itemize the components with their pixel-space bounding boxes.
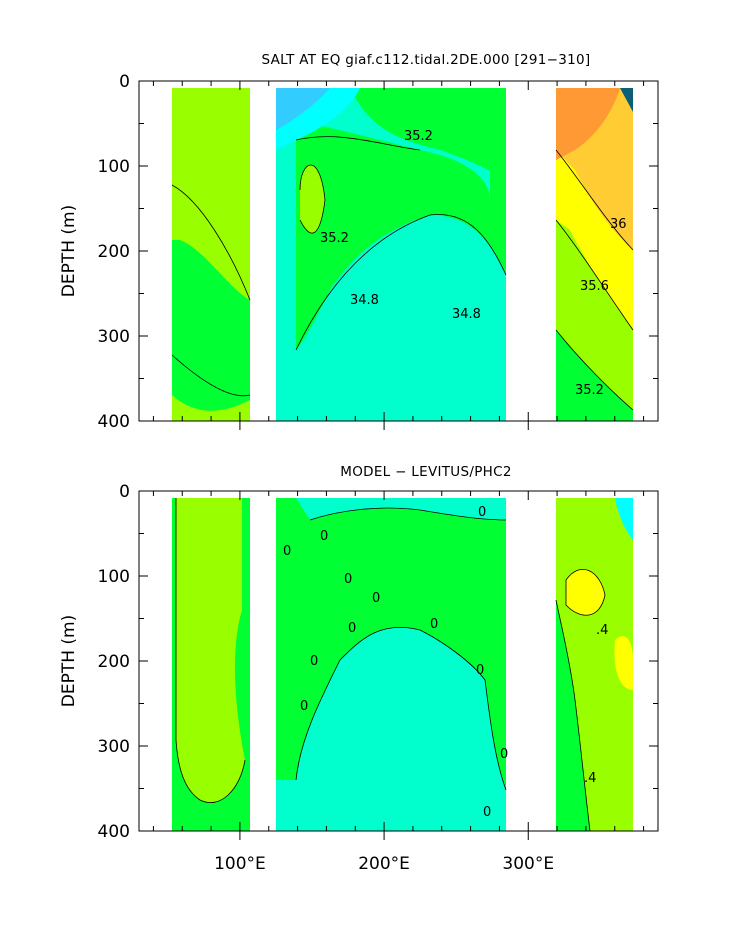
top-region-pacific-lime: [300, 165, 325, 234]
top-region-atlantic-dark: [620, 88, 633, 112]
top-contours: [171, 136, 634, 411]
top-land-masks: [250, 84, 556, 424]
bottom-contour-label: 0: [478, 505, 486, 520]
bottom-region-pacific-turq-upper: [296, 498, 506, 520]
top-contour-label: 34.8: [350, 293, 379, 308]
bottom-region-atlantic-cyan: [615, 498, 633, 540]
top-region-pacific-cyan-deep: [276, 88, 330, 130]
bottom-region-atlantic-yellow-east: [614, 636, 633, 690]
top-contour-label: 35.2: [320, 231, 349, 246]
top-region-pacific-green-high: [350, 88, 506, 180]
bottom-y-tick-label: 100: [98, 567, 130, 587]
top-y-tick-label: 400: [98, 412, 130, 432]
bottom-contour-label: 0: [348, 621, 356, 636]
bottom-fill-regions: [172, 498, 633, 831]
top-y-tick-label: 200: [98, 242, 130, 262]
bottom-x-tick-label: 200°E: [358, 854, 410, 874]
top-land-indonesia: [250, 84, 276, 424]
bottom-contour-label: 0: [320, 529, 328, 544]
bottom-contour-label: 0: [283, 544, 291, 559]
bottom-region-atlantic-yellow: [566, 569, 605, 616]
top-panel: 35.2 35.2 34.8 34.8 36 35.6 35.2 SALT AT…: [59, 52, 659, 432]
top-contour-label: 35.2: [575, 383, 604, 398]
top-fill-regions: [172, 88, 633, 421]
bottom-x-tick-label: 100°E: [214, 854, 266, 874]
top-chart-title: SALT AT EQ giaf.c112.tidal.2DE.000 [291−…: [262, 52, 591, 68]
bottom-contour-label: 0: [476, 663, 484, 678]
top-contour-label: 35.6: [580, 279, 609, 294]
top-contour-label: 35.2: [404, 129, 433, 144]
bottom-region-indian-lime: [176, 498, 245, 803]
top-contour-label: 36: [610, 217, 627, 232]
top-land-americas: [506, 84, 556, 424]
top-region-indian-lime: [172, 88, 250, 300]
bottom-x-ticks: 100°E 200°E 300°E: [152, 491, 645, 874]
bottom-y-tick-label: 400: [98, 822, 130, 842]
bottom-contours: [175, 498, 606, 832]
bottom-land-indonesia: [250, 494, 276, 834]
bottom-contour-label: 0: [430, 617, 438, 632]
bottom-contour-labels: 0 0 0 0 0 0 0 0 0 0 0 0 .4 .4: [283, 505, 608, 820]
bottom-y-axis-label: DEPTH (m): [59, 615, 79, 707]
bottom-land-americas: [506, 494, 556, 834]
bottom-contour-label: 0: [300, 699, 308, 714]
bottom-contour-label: 0: [372, 591, 380, 606]
bottom-contour-label: 0: [310, 654, 318, 669]
top-contour-label: 34.8: [452, 307, 481, 322]
bottom-contour-label: .4: [584, 771, 596, 786]
bottom-contour-label: 0: [344, 572, 352, 587]
bottom-y-tick-label: 300: [98, 737, 130, 757]
top-y-axis-label: DEPTH (m): [59, 205, 79, 297]
bottom-panel: 0 0 0 0 0 0 0 0 0 0 0 0 .4 .4 MODEL − LE…: [59, 464, 659, 874]
bottom-contour-label: .4: [596, 623, 608, 638]
top-y-tick-label: 300: [98, 327, 130, 347]
bottom-y-tick-label: 0: [119, 482, 130, 502]
top-region-indian-lime-low: [172, 395, 250, 421]
bottom-y-tick-label: 200: [98, 652, 130, 672]
bottom-chart-title: MODEL − LEVITUS/PHC2: [340, 464, 511, 480]
top-region-pacific-green: [296, 88, 506, 350]
bottom-land-masks: [250, 494, 556, 834]
top-y-tick-label: 0: [119, 72, 130, 92]
bottom-y-ticks: 0 100 200 300 400: [98, 482, 658, 842]
bottom-contour-label: 0: [483, 805, 491, 820]
top-y-tick-label: 100: [98, 157, 130, 177]
bottom-region-pacific-green: [276, 498, 506, 790]
top-x-ticks: [152, 81, 645, 430]
bottom-contour-label: 0: [500, 747, 508, 762]
top-region-atlantic-orange: [556, 88, 620, 160]
top-y-ticks: 0 100 200 300 400: [98, 72, 658, 432]
bottom-x-tick-label: 300°E: [502, 854, 554, 874]
